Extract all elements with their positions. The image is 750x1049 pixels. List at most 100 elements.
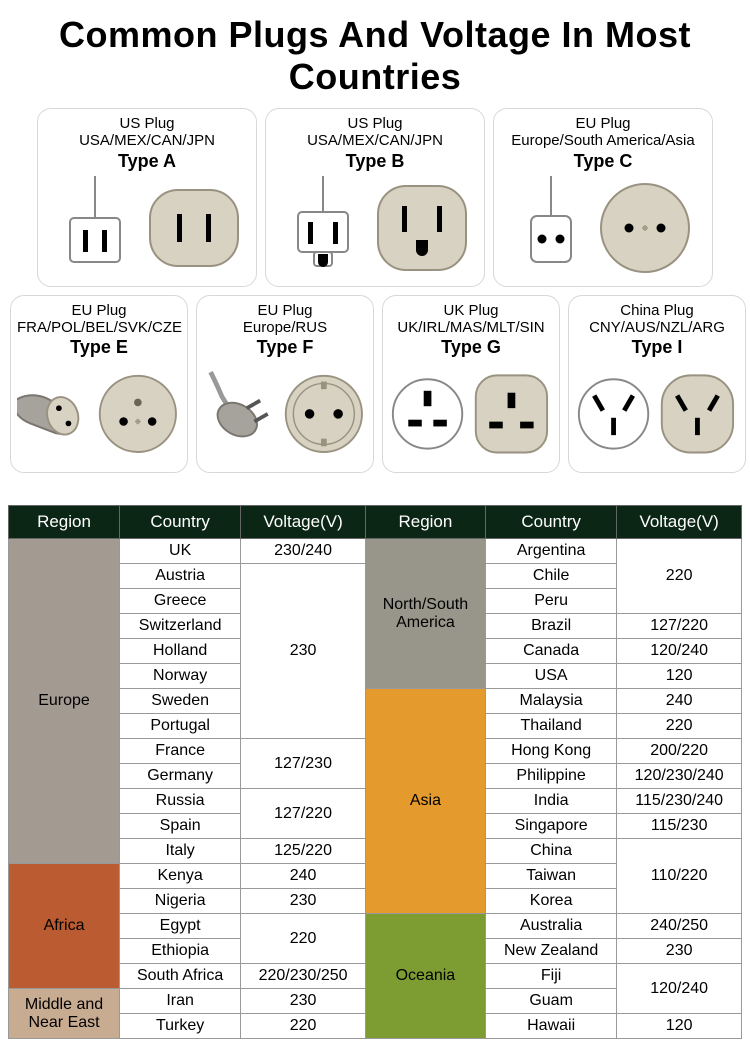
table-cell: 220/230/250 — [241, 964, 366, 989]
table-cell: 127/230 — [241, 739, 366, 789]
table-cell: Chile — [485, 564, 616, 589]
table-cell: Austria — [120, 564, 241, 589]
table-cell: Singapore — [485, 814, 616, 839]
table-cell: 200/220 — [617, 739, 742, 764]
socket-type-c-icon — [595, 176, 695, 276]
col-country-right: Country — [485, 506, 616, 539]
table-cell: Fiji — [485, 964, 616, 989]
table-cell: 110/220 — [617, 839, 742, 914]
table-cell: Malaysia — [485, 689, 616, 714]
plug-countries: USA/MEX/CAN/JPN — [272, 132, 478, 149]
plug-type-f-icon — [203, 362, 277, 462]
plug-type: Type B — [272, 151, 478, 172]
table-cell: Switzerland — [120, 614, 241, 639]
page-title: Common Plugs And Voltage In Most Countri… — [0, 0, 750, 104]
socket-type-f-icon — [281, 362, 367, 462]
table-cell: Asia — [365, 689, 485, 914]
table-cell: 120/230/240 — [617, 764, 742, 789]
table-cell: 230 — [617, 939, 742, 964]
table-cell: India — [485, 789, 616, 814]
voltage-table: Region Country Voltage(V) Region Country… — [8, 505, 742, 1039]
plug-card-type-c: EU Plug Europe/South America/Asia Type C — [493, 108, 713, 287]
table-cell: Middle andNear East — [9, 989, 120, 1039]
table-cell: Norway — [120, 664, 241, 689]
table-cell: Argentina — [485, 539, 616, 564]
table-cell: Kenya — [120, 864, 241, 889]
table-cell: Taiwan — [485, 864, 616, 889]
plug-type: Type C — [500, 151, 706, 172]
col-region-left: Region — [9, 506, 120, 539]
col-voltage-right: Voltage(V) — [617, 506, 742, 539]
table-cell: 230 — [241, 889, 366, 914]
plug-countries: FRA/POL/BEL/SVK/CZE — [17, 319, 181, 336]
plug-row-1: US Plug USA/MEX/CAN/JPN Type A US Plug — [10, 108, 740, 287]
table-cell: Hong Kong — [485, 739, 616, 764]
plug-countries: USA/MEX/CAN/JPN — [44, 132, 250, 149]
table-cell: Korea — [485, 889, 616, 914]
plug-label: US Plug — [44, 115, 250, 132]
col-country-left: Country — [120, 506, 241, 539]
plug-countries: UK/IRL/MAS/MLT/SIN — [389, 319, 553, 336]
plug-label: EU Plug — [17, 302, 181, 319]
plug-type-a-icon — [50, 176, 140, 276]
col-region-right: Region — [365, 506, 485, 539]
table-cell: USA — [485, 664, 616, 689]
table-cell: Peru — [485, 589, 616, 614]
table-cell: Thailand — [485, 714, 616, 739]
table-cell: Europe — [9, 539, 120, 864]
table-cell: Oceania — [365, 914, 485, 1039]
plug-label: China Plug — [575, 302, 739, 319]
plug-type-g-icon — [389, 362, 466, 462]
table-cell: Hawaii — [485, 1014, 616, 1039]
table-cell: Russia — [120, 789, 241, 814]
plug-type: Type I — [575, 337, 739, 358]
plug-countries: Europe/South America/Asia — [500, 132, 706, 149]
table-cell: Guam — [485, 989, 616, 1014]
table-header-row: Region Country Voltage(V) Region Country… — [9, 506, 742, 539]
table-cell: 220 — [241, 914, 366, 964]
table-cell: 240 — [241, 864, 366, 889]
plugs-section: US Plug USA/MEX/CAN/JPN Type A US Plug — [0, 104, 750, 505]
plug-type: Type A — [44, 151, 250, 172]
table-cell: Africa — [9, 864, 120, 989]
table-cell: France — [120, 739, 241, 764]
table-cell: 120/240 — [617, 639, 742, 664]
plug-card-type-a: US Plug USA/MEX/CAN/JPN Type A — [37, 108, 257, 287]
table-cell: 230 — [241, 989, 366, 1014]
socket-type-b-icon — [372, 176, 472, 276]
table-cell: Italy — [120, 839, 241, 864]
plug-type-e-icon — [17, 362, 91, 462]
table-cell: Australia — [485, 914, 616, 939]
table-cell: 220 — [617, 539, 742, 614]
table-cell: UK — [120, 539, 241, 564]
socket-type-g-icon — [470, 362, 553, 462]
plug-row-2: EU Plug FRA/POL/BEL/SVK/CZE Type E — [10, 295, 740, 474]
table-cell: Iran — [120, 989, 241, 1014]
plug-type-b-icon — [278, 176, 368, 276]
table-cell: 120 — [617, 664, 742, 689]
plug-label: EU Plug — [500, 115, 706, 132]
table-cell: 115/230 — [617, 814, 742, 839]
table-cell: Sweden — [120, 689, 241, 714]
table-cell: 120/240 — [617, 964, 742, 1014]
table-row: EuropeUK230/240North/SouthAmericaArgenti… — [9, 539, 742, 564]
plug-type: Type G — [389, 337, 553, 358]
table-cell: 220 — [617, 714, 742, 739]
plug-card-type-g: UK Plug UK/IRL/MAS/MLT/SIN Type G — [382, 295, 560, 474]
table-cell: Greece — [120, 589, 241, 614]
plug-card-type-b: US Plug USA/MEX/CAN/JPN Type B — [265, 108, 485, 287]
table-cell: North/SouthAmerica — [365, 539, 485, 689]
plug-card-type-e: EU Plug FRA/POL/BEL/SVK/CZE Type E — [10, 295, 188, 474]
table-cell: China — [485, 839, 616, 864]
table-cell: Holland — [120, 639, 241, 664]
plug-card-type-f: EU Plug Europe/RUS Type F — [196, 295, 374, 474]
plug-type: Type E — [17, 337, 181, 358]
plug-type: Type F — [203, 337, 367, 358]
table-cell: 230 — [241, 564, 366, 739]
plug-label: UK Plug — [389, 302, 553, 319]
table-cell: 240/250 — [617, 914, 742, 939]
table-cell: Philippine — [485, 764, 616, 789]
table-cell: Spain — [120, 814, 241, 839]
table-cell: 120 — [617, 1014, 742, 1039]
table-cell: New Zealand — [485, 939, 616, 964]
